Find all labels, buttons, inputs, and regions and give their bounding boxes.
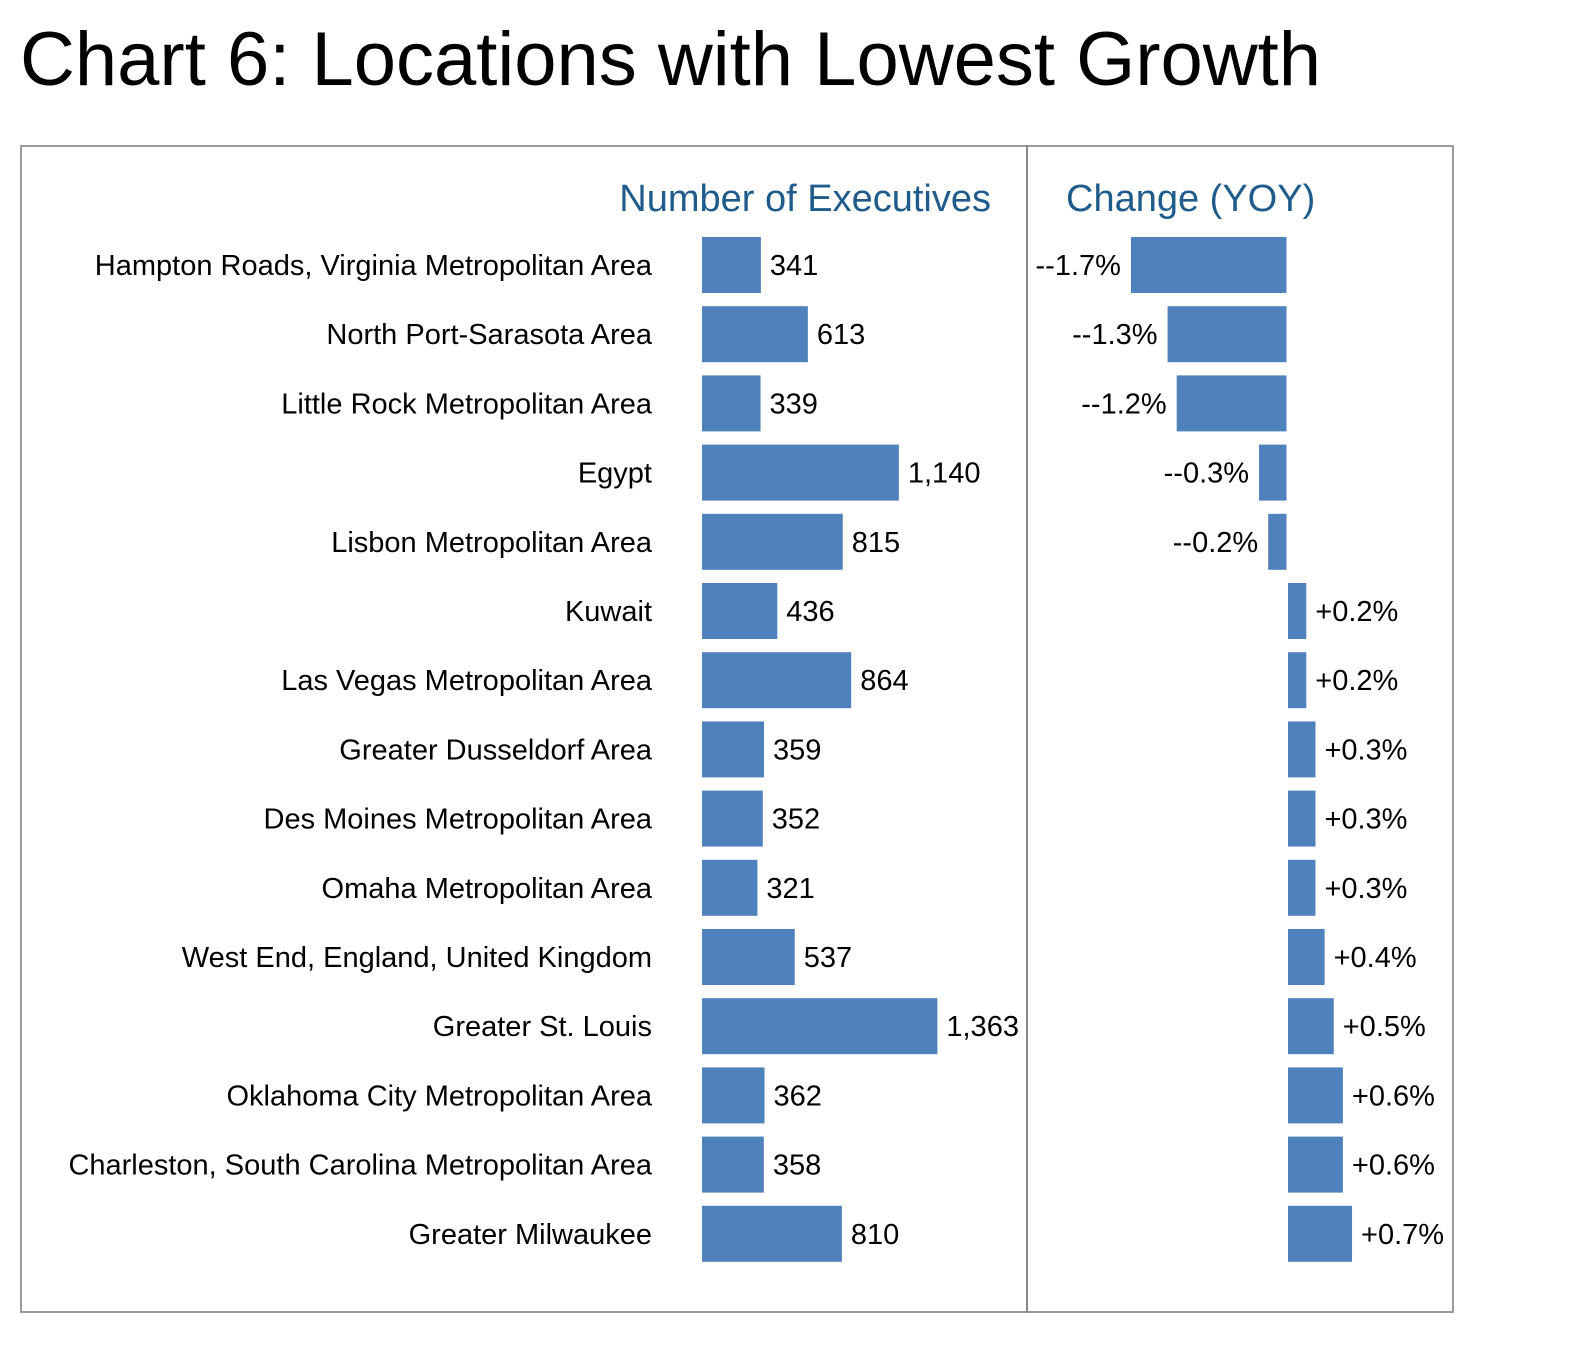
- executives-value-label: 358: [773, 1150, 821, 1182]
- change-bar: [1167, 306, 1287, 363]
- category-label: Omaha Metropolitan Area: [322, 873, 653, 905]
- category-label: Kuwait: [565, 596, 652, 628]
- change-bar: [1288, 583, 1307, 639]
- executives-value-label: 341: [770, 250, 818, 282]
- change-value-label: +0.2%: [1315, 596, 1398, 628]
- executives-value-label: 321: [766, 873, 814, 905]
- category-label: Des Moines Metropolitan Area: [264, 804, 653, 836]
- change-bar: [1130, 237, 1287, 293]
- chart-frame: [20, 145, 1454, 1313]
- executives-panel-title: Number of Executives: [619, 178, 991, 220]
- change-value-label: --0.3%: [1164, 458, 1249, 490]
- change-bar: [1288, 652, 1307, 709]
- change-value-label: +0.3%: [1324, 734, 1407, 766]
- executives-bar: [702, 790, 763, 847]
- change-bar: [1288, 1205, 1353, 1262]
- change-value-label: --0.2%: [1173, 527, 1258, 559]
- page-title: Chart 6: Locations with Lowest Growth: [20, 17, 1322, 102]
- category-label: Greater St. Louis: [433, 1011, 652, 1043]
- executives-value-label: 537: [804, 942, 852, 974]
- executives-value-label: 810: [851, 1219, 899, 1251]
- category-label: Greater Dusseldorf Area: [339, 734, 653, 766]
- executives-bar: [702, 1067, 765, 1124]
- change-bar: [1259, 444, 1287, 501]
- change-bar: [1288, 790, 1316, 847]
- category-label: Oklahoma City Metropolitan Area: [226, 1080, 652, 1112]
- executives-value-label: 1,140: [908, 458, 981, 490]
- executives-bar: [702, 306, 808, 363]
- category-label: North Port-Sarasota Area: [326, 319, 652, 351]
- change-value-label: --1.7%: [1036, 250, 1121, 282]
- executives-bar: [702, 721, 764, 778]
- executives-bar: [702, 998, 938, 1055]
- category-label: Hampton Roads, Virginia Metropolitan Are…: [95, 250, 653, 282]
- executives-bar: [702, 583, 778, 639]
- executives-value-label: 613: [817, 319, 865, 351]
- change-bar: [1288, 1136, 1343, 1193]
- executives-bar: [702, 859, 758, 916]
- change-value-label: +0.3%: [1324, 804, 1407, 836]
- change-value-label: +0.6%: [1352, 1080, 1435, 1112]
- change-value-label: +0.4%: [1334, 942, 1417, 974]
- executives-value-label: 864: [860, 665, 908, 697]
- executives-value-label: 362: [774, 1080, 822, 1112]
- change-bar: [1288, 998, 1334, 1055]
- change-bar: [1176, 375, 1287, 432]
- change-value-label: +0.2%: [1315, 665, 1398, 697]
- executives-bar: [702, 513, 843, 570]
- change-bar: [1268, 513, 1287, 570]
- change-bar: [1288, 859, 1316, 916]
- change-value-label: +0.7%: [1361, 1219, 1444, 1251]
- executives-bar: [702, 929, 795, 985]
- change-bar: [1288, 721, 1316, 778]
- executives-value-label: 815: [852, 527, 900, 559]
- executives-value-label: 359: [773, 734, 821, 766]
- category-label: Lisbon Metropolitan Area: [331, 527, 653, 559]
- executives-bar: [702, 444, 899, 501]
- category-label: Egypt: [578, 458, 652, 490]
- category-label: West End, England, United Kingdom: [182, 942, 652, 974]
- change-value-label: +0.5%: [1343, 1011, 1426, 1043]
- change-value-label: --1.3%: [1072, 319, 1157, 351]
- category-label: Charleston, South Carolina Metropolitan …: [68, 1150, 652, 1182]
- panel-divider: [1026, 145, 1028, 1313]
- executives-value-label: 1,363: [946, 1011, 1019, 1043]
- category-label: Greater Milwaukee: [409, 1219, 652, 1251]
- executives-bar: [702, 375, 761, 432]
- executives-bar: [702, 237, 761, 293]
- executives-bar: [702, 652, 852, 709]
- executives-value-label: 352: [772, 804, 820, 836]
- change-panel-title: Change (YOY): [1066, 178, 1316, 220]
- category-label: Las Vegas Metropolitan Area: [281, 665, 653, 697]
- change-value-label: +0.3%: [1324, 873, 1407, 905]
- category-label: Little Rock Metropolitan Area: [281, 388, 653, 420]
- change-value-label: +0.6%: [1352, 1150, 1435, 1182]
- executives-bar: [702, 1136, 764, 1193]
- change-bar: [1288, 929, 1325, 985]
- executives-value-label: 436: [786, 596, 834, 628]
- executives-bar: [702, 1205, 842, 1262]
- executives-value-label: 339: [770, 388, 818, 420]
- change-bar: [1288, 1067, 1343, 1124]
- change-value-label: --1.2%: [1081, 388, 1166, 420]
